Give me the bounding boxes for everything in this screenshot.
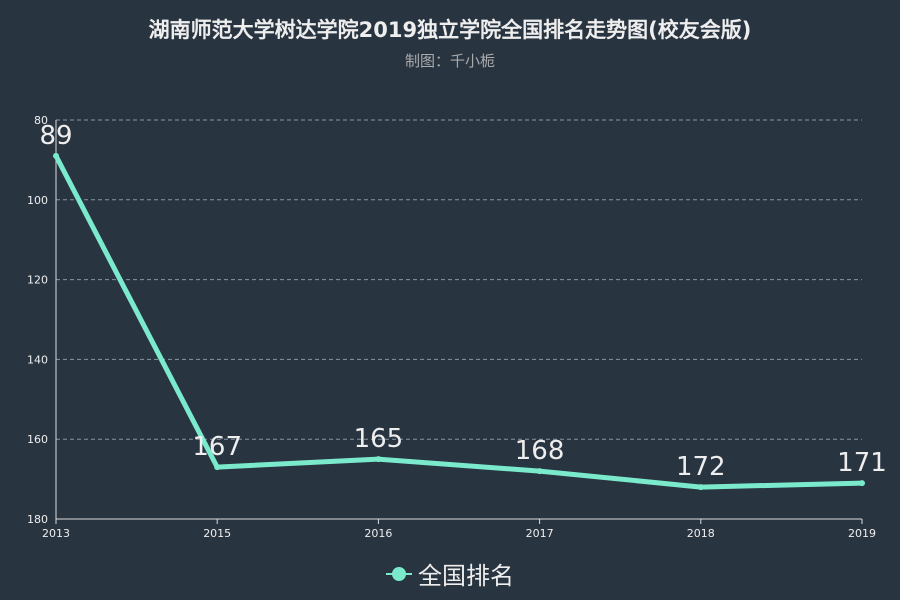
data-point <box>375 456 382 463</box>
y-tick-label: 180 <box>27 513 48 526</box>
legend-label: 全国排名 <box>418 562 514 590</box>
legend-line-dot-icon <box>386 566 412 581</box>
data-point <box>697 484 704 491</box>
data-point <box>536 468 543 475</box>
data-point <box>53 152 59 159</box>
data-label: 89 <box>39 121 72 151</box>
legend[interactable]: 全国排名 <box>0 556 900 591</box>
data-label: 167 <box>192 432 242 462</box>
series-line <box>53 153 865 490</box>
y-tick-label: 140 <box>27 353 48 366</box>
x-tick-label: 2013 <box>42 527 70 540</box>
x-tick-label: 2018 <box>687 527 715 540</box>
grid-lines <box>56 119 862 440</box>
data-label: 171 <box>837 448 887 478</box>
x-tick-label: 2016 <box>364 527 392 540</box>
series-layer <box>53 152 865 491</box>
y-tick-label: 120 <box>27 274 48 287</box>
data-label: 165 <box>354 424 404 454</box>
y-tick-label: 160 <box>27 433 48 446</box>
data-point <box>214 464 221 471</box>
chart-subtitle: 制图：千小栀 <box>404 52 495 70</box>
y-tick-label: 80 <box>34 114 48 127</box>
data-label: 168 <box>515 436 565 466</box>
x-tick-label: 2019 <box>848 527 876 540</box>
chart-title: 湖南师范大学树达学院2019独立学院全国排名走势图(校友会版) <box>148 18 752 42</box>
legend-item[interactable]: 全国排名 <box>386 556 514 591</box>
data-labels: 89 167 165 168 172 171 <box>39 121 886 482</box>
x-tick-label: 2017 <box>526 527 554 540</box>
data-point <box>859 480 865 487</box>
x-tick-label: 2015 <box>203 527 231 540</box>
data-label: 172 <box>676 452 726 482</box>
y-tick-label: 100 <box>27 194 48 207</box>
